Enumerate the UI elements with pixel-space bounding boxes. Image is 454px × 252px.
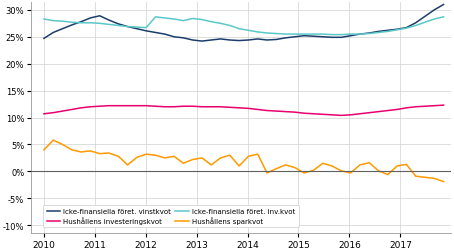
Legend: Icke-finansiella föret. vinstkvot, Hushållens investeringskvot, Icke-finansiella: Icke-finansiella föret. vinstkvot, Hushå… [43,205,299,228]
